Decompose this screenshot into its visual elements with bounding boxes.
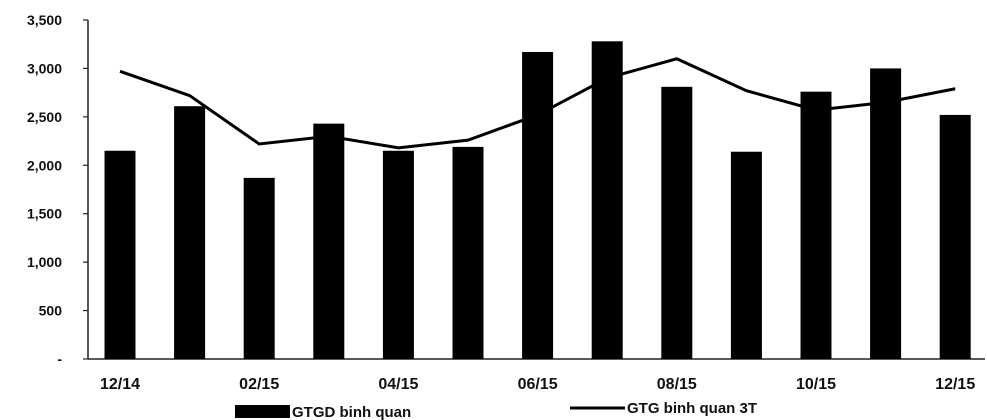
- y-tick-label: 2,500: [27, 109, 62, 125]
- bar-12-15: [939, 114, 971, 359]
- y-tick-label: 500: [39, 303, 63, 319]
- y-tick-label: 3,500: [27, 12, 62, 28]
- y-tick-label: 1,500: [27, 206, 62, 222]
- x-tick-label: 04/15: [378, 376, 418, 393]
- bar-12-14: [104, 150, 136, 359]
- line-series: [119, 57, 956, 150]
- legend-label-bar: GTGD binh quan: [292, 404, 411, 420]
- legend-swatch-bar: [235, 405, 290, 418]
- x-tick-label: 12/15: [935, 376, 975, 393]
- bar-09-15: [730, 151, 762, 359]
- x-tick-label: 06/15: [518, 376, 558, 393]
- legend-label-line: GTG binh quan 3T: [627, 400, 757, 417]
- y-tick-label: 2,000: [27, 157, 62, 173]
- x-tick-label: 02/15: [239, 376, 279, 393]
- x-tick-label: 10/15: [796, 376, 836, 393]
- bar-04-15: [382, 150, 414, 359]
- bar-03-15: [313, 123, 345, 359]
- y-axis: - 500 1,000 1,500 2,000 2,500 3,000 3,500: [27, 12, 89, 367]
- y-tick-label: -: [57, 351, 62, 367]
- bar-10-15: [800, 91, 832, 359]
- legend: GTGD binh quan GTG binh quan 3T: [235, 400, 757, 420]
- bar-06-15: [522, 51, 554, 359]
- x-axis: 12/14 02/15 04/15 06/15 08/15 10/15 12/15: [88, 358, 985, 393]
- x-tick-label: 08/15: [657, 376, 697, 393]
- bar-02-15: [243, 177, 275, 359]
- bar-01-15: [174, 106, 206, 360]
- y-tick-label: 1,000: [27, 254, 62, 270]
- bar-07-15: [591, 41, 623, 360]
- bar-11-15: [870, 68, 902, 359]
- x-tick-label: 12/14: [100, 376, 140, 393]
- bar-08-15: [661, 86, 693, 360]
- y-tick-label: 3,000: [27, 60, 62, 76]
- bar-series: [104, 41, 971, 360]
- bar-05-15: [452, 146, 484, 359]
